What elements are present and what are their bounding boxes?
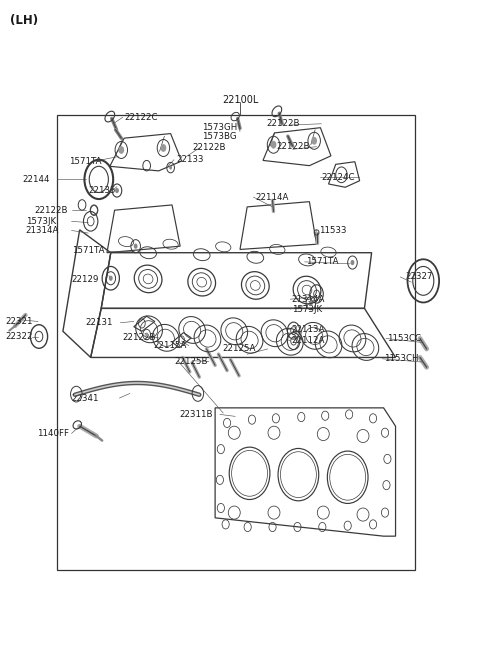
Text: 22113A: 22113A	[292, 325, 325, 334]
Text: 22122B: 22122B	[192, 144, 226, 152]
Text: 1153CC: 1153CC	[387, 334, 421, 343]
Circle shape	[109, 276, 113, 281]
Text: 1153CH: 1153CH	[384, 354, 418, 363]
Text: 1573BG: 1573BG	[202, 133, 236, 141]
Text: 22122C: 22122C	[124, 113, 157, 122]
Text: 22327: 22327	[405, 272, 432, 281]
Text: 22341: 22341	[72, 394, 99, 403]
Text: 1573JK: 1573JK	[25, 216, 56, 226]
Text: 11533: 11533	[319, 226, 347, 235]
Text: 22122B: 22122B	[34, 206, 68, 215]
Text: 22125B: 22125B	[174, 357, 207, 366]
Text: 22122B: 22122B	[266, 119, 300, 129]
Text: 1573JK: 1573JK	[292, 304, 322, 314]
Circle shape	[169, 166, 172, 170]
Text: 1573GH: 1573GH	[202, 123, 237, 133]
Text: 1571TA: 1571TA	[306, 257, 338, 266]
Text: 22133: 22133	[177, 155, 204, 164]
Text: 21314A: 21314A	[25, 226, 59, 235]
Text: 22122B: 22122B	[276, 142, 310, 151]
Text: 22321: 22321	[5, 317, 33, 326]
Text: 22144: 22144	[22, 175, 50, 184]
Text: 22131: 22131	[85, 318, 113, 327]
Text: 22322: 22322	[5, 332, 33, 341]
Text: 21314A: 21314A	[292, 295, 325, 304]
Text: 1571TA: 1571TA	[72, 246, 104, 255]
Text: 22129: 22129	[72, 275, 99, 284]
Text: 22135: 22135	[88, 186, 116, 195]
Text: (LH): (LH)	[10, 14, 38, 27]
Text: 22122B: 22122B	[123, 333, 156, 342]
Text: 22112A: 22112A	[292, 336, 325, 345]
Text: 22115A: 22115A	[154, 341, 187, 350]
Text: 1571TA: 1571TA	[69, 157, 102, 165]
Circle shape	[134, 243, 138, 249]
Bar	[57, 115, 415, 570]
Circle shape	[115, 188, 119, 193]
Circle shape	[271, 141, 276, 149]
Text: 22114A: 22114A	[255, 193, 288, 201]
Text: 22100L: 22100L	[222, 95, 258, 105]
Circle shape	[309, 300, 313, 306]
Circle shape	[145, 333, 148, 337]
Circle shape	[350, 260, 354, 265]
Circle shape	[119, 146, 124, 154]
Text: 22125A: 22125A	[222, 344, 256, 354]
Circle shape	[312, 137, 317, 145]
Text: 22124C: 22124C	[322, 173, 355, 182]
Text: 1140FF: 1140FF	[36, 429, 69, 438]
Circle shape	[160, 144, 166, 152]
Text: 22311B: 22311B	[179, 410, 213, 419]
